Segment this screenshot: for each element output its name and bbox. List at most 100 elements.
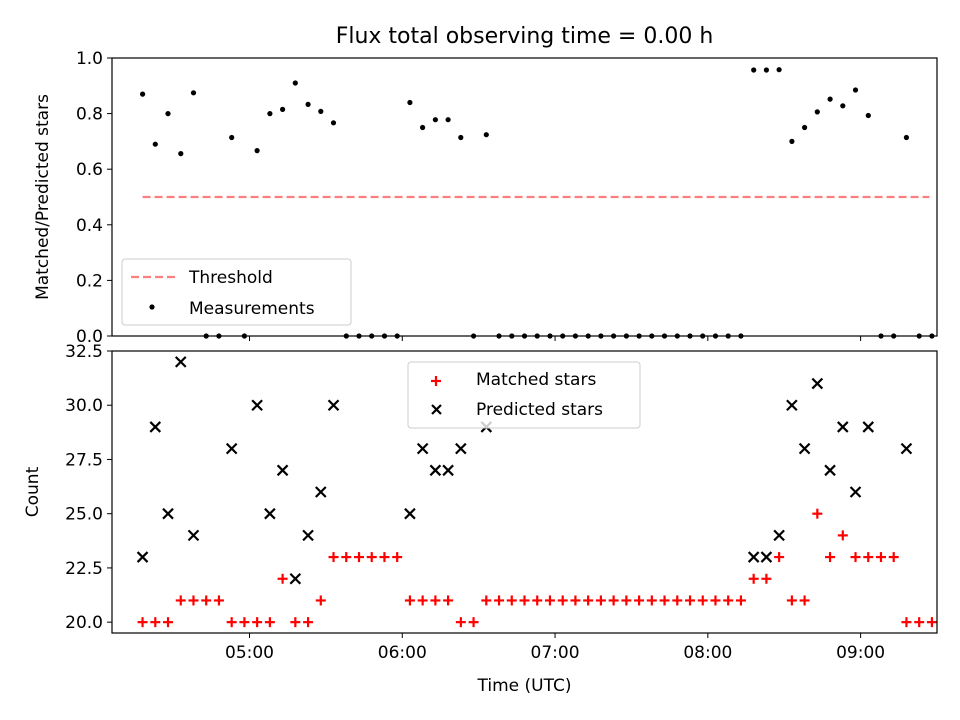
predicted-star-point	[302, 529, 314, 542]
ratio-y-tick-label: 1.0	[76, 49, 103, 69]
matched-star-point	[595, 595, 606, 606]
ratio-y-tick-label: 0.6	[76, 160, 103, 180]
predicted-star-point	[416, 442, 429, 455]
measurement-point	[190, 90, 197, 96]
matched-star-point	[608, 595, 619, 606]
ratio-y-tick-label: 0.8	[76, 105, 103, 125]
matched-star-point	[710, 595, 721, 606]
ratio-legend-box	[121, 258, 352, 326]
matched-star-point	[532, 595, 543, 606]
matched-star-point	[468, 617, 479, 628]
count-legend: Matched stars Predicted stars	[407, 361, 641, 429]
measurement-point	[407, 99, 413, 106]
count-legend-box	[407, 361, 641, 429]
count-y-tick-label: 22.5	[65, 559, 103, 579]
matched-star-point	[735, 595, 746, 606]
predicted-star-point	[276, 464, 289, 477]
predicted-star-point	[404, 507, 416, 520]
matched-star-point	[850, 552, 861, 563]
matched-star-point	[188, 595, 199, 606]
measurement-point	[903, 134, 910, 141]
count-y-axis: 20.0 22.5 25.0 27.5 30.0 32.5	[65, 342, 112, 633]
predicted-star-point	[824, 464, 836, 477]
predicted-star-point	[837, 421, 849, 433]
count-x-tick-label: 07:00	[531, 643, 580, 663]
matched-star-point	[519, 595, 530, 606]
matched-star-point	[315, 595, 326, 606]
measurement-point	[152, 141, 158, 147]
ratio-legend: Threshold Measurements	[121, 258, 352, 326]
predicted-star-point	[187, 529, 200, 542]
matched-star-point	[774, 552, 785, 563]
predicted-star-point	[455, 442, 467, 455]
measurement-point	[458, 134, 464, 141]
measurement-point	[445, 117, 451, 123]
matched-star-point	[786, 595, 797, 606]
measurement-point	[776, 67, 782, 73]
predicted-star-point	[174, 356, 187, 368]
predicted-star-point	[251, 399, 263, 412]
matched-legend-label: Matched stars	[476, 370, 596, 390]
matched-star-point	[366, 552, 377, 563]
measurement-point	[140, 91, 146, 97]
matched-star-point	[570, 595, 581, 606]
measurement-point	[292, 80, 298, 86]
matched-star-point	[226, 617, 237, 628]
matched-star-point	[723, 595, 734, 606]
measurement-point	[280, 106, 286, 112]
matched-star-point	[888, 552, 899, 563]
matched-star-point	[443, 595, 454, 606]
matched-star-point	[557, 595, 568, 606]
measurement-point	[165, 111, 171, 117]
predicted-star-point	[862, 421, 875, 433]
measurement-point	[254, 148, 260, 154]
measurement-point	[178, 151, 184, 157]
measurement-point	[305, 101, 311, 107]
count-x-tick-label: 08:00	[683, 643, 732, 663]
matched-star-point	[544, 595, 555, 606]
predicted-star-point	[315, 486, 327, 498]
predicted-star-point	[773, 529, 785, 542]
matched-star-point	[506, 595, 517, 606]
matched-star-point	[634, 595, 645, 606]
measurement-point	[852, 87, 859, 93]
measurement-point	[330, 120, 337, 126]
matched-star-point	[621, 595, 632, 606]
predicted-star-point	[327, 399, 340, 412]
measurement-point	[802, 124, 808, 131]
ratio-y-tick-label: 0.2	[76, 271, 103, 291]
matched-star-point	[417, 595, 428, 606]
predicted-star-point	[760, 551, 773, 563]
ratio-panel: 0.0 0.2 0.4 0.6 0.8 1.0 Matched/Predicted sta…	[33, 49, 938, 347]
matched-star-point	[379, 552, 390, 563]
matched-star-point	[201, 595, 212, 606]
measurement-point	[318, 108, 324, 114]
matched-star-point	[481, 595, 492, 606]
matched-star-point	[353, 552, 364, 563]
matched-star-point	[685, 595, 696, 606]
measurement-point	[763, 67, 770, 73]
matched-star-point	[392, 552, 403, 563]
matched-star-point	[430, 595, 441, 606]
measurement-point	[840, 103, 846, 109]
matched-star-point	[901, 617, 912, 628]
ratio-panel-frame	[111, 57, 938, 337]
predicted-star-point	[429, 464, 442, 477]
matched-star-point	[875, 552, 886, 563]
count-x-tick-label: 05:00	[225, 643, 274, 663]
predicted-star-point	[747, 551, 760, 563]
matched-star-point	[341, 552, 352, 563]
matched-star-point	[175, 595, 186, 606]
matched-star-point	[303, 617, 314, 628]
predicted-star-point	[442, 464, 454, 477]
ratio-y-label: Matched/Predicted stars	[33, 94, 53, 300]
measurement-point	[865, 112, 871, 119]
count-y-tick-label: 32.5	[65, 342, 103, 362]
matched-star-point	[494, 595, 505, 606]
count-y-tick-label: 27.5	[65, 450, 103, 470]
matched-star-point	[761, 573, 772, 584]
measurement-point	[751, 67, 757, 73]
measurement-point	[267, 111, 273, 117]
matched-star-point	[150, 617, 161, 628]
